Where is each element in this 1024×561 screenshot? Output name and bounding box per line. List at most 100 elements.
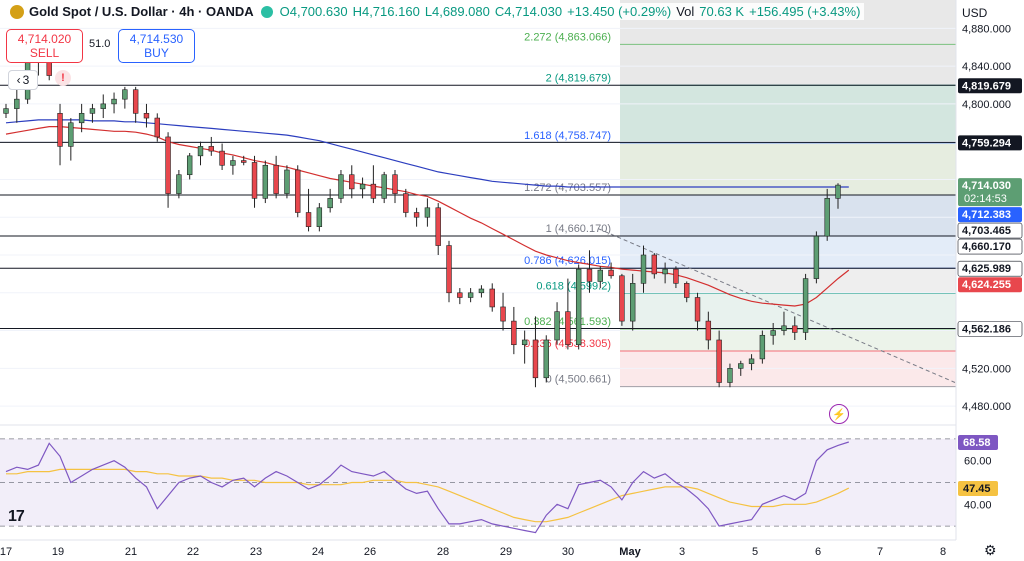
candle-body xyxy=(57,113,63,147)
rsi-label: 68.58 xyxy=(963,437,991,449)
time-tick: 23 xyxy=(250,546,262,558)
candle-body xyxy=(186,155,193,176)
price-label: 4,703.465 xyxy=(962,225,1011,237)
buy-price: 4,714.530 xyxy=(129,32,184,46)
time-tick: 17 xyxy=(0,546,12,558)
candle-body xyxy=(532,339,539,379)
eye-icon[interactable] xyxy=(260,5,273,18)
rsi-line xyxy=(5,441,849,534)
time-tick: May xyxy=(619,546,641,558)
candle-body xyxy=(673,268,679,284)
rsi-pane xyxy=(0,424,1024,534)
time-tick: 8 xyxy=(940,546,946,558)
volume-change: +156.495 (+3.43%) xyxy=(749,4,861,19)
fib-label: 0.618 (4,599.2) xyxy=(536,281,611,293)
candle-body xyxy=(305,212,312,227)
candles xyxy=(3,33,841,388)
price-label: 4,759.294 xyxy=(962,137,1012,149)
candle-body xyxy=(716,339,722,383)
candle-body xyxy=(446,245,452,294)
candle-body xyxy=(802,278,809,333)
candle-body xyxy=(457,292,463,298)
time-tick: 22 xyxy=(187,546,199,558)
price-tick: 4,840.000 xyxy=(962,61,1011,73)
price-tick: 4,520.000 xyxy=(962,363,1011,375)
fib-zone xyxy=(620,235,956,269)
price-label-bg xyxy=(958,277,1022,293)
price-axis[interactable]: 4,880.000 4,840.000 4,800.000 4,520.000 4,48… xyxy=(955,0,1024,561)
time-tick: 3 xyxy=(679,546,685,558)
ma-red-line xyxy=(5,125,850,307)
candle-body xyxy=(835,184,841,199)
candle-body xyxy=(316,207,323,227)
alert-icon[interactable]: ! xyxy=(55,70,71,86)
candle-body xyxy=(78,113,85,124)
rsi-ma-line xyxy=(6,468,850,523)
time-axis[interactable]: 17 19 21 22 23 24 26 28 29 30 May 3 5 6 7 8 xyxy=(0,539,956,558)
rsi-label-bg xyxy=(958,481,998,497)
candle-body xyxy=(327,198,333,209)
time-tick: 6 xyxy=(815,546,821,558)
candle-body xyxy=(359,183,366,190)
candle-body xyxy=(684,283,690,298)
fib-label: 1.272 (4,703.557) xyxy=(524,182,611,194)
candle-body xyxy=(511,320,517,346)
candle-body xyxy=(295,169,301,213)
candle-body xyxy=(813,235,820,279)
settings-icon[interactable]: ⚙ xyxy=(984,542,997,558)
candle-body xyxy=(500,306,506,322)
buy-button[interactable]: 4,714.530 BUY xyxy=(118,29,195,63)
candle-body xyxy=(197,146,204,157)
candle-body xyxy=(824,198,830,237)
candle-body xyxy=(781,325,787,331)
price-tick: 4,880.000 xyxy=(962,23,1011,35)
bolt-icon[interactable]: ⚡ xyxy=(829,404,849,424)
buy-label: BUY xyxy=(144,46,169,60)
price-label-bg xyxy=(958,78,1022,94)
fib-label: 0 (4,500.661) xyxy=(546,374,611,386)
symbol-title[interactable]: Gold Spot / U.S. Dollar · 4h · OANDA xyxy=(29,4,254,19)
candle-body xyxy=(489,288,495,308)
candle-body xyxy=(651,254,658,275)
candle-body xyxy=(338,174,344,199)
currency-selector[interactable]: USD xyxy=(962,6,988,20)
price-label-bg xyxy=(958,178,1022,207)
time-tick: 28 xyxy=(437,546,449,558)
price-tick: 4,800.000 xyxy=(962,99,1011,111)
price-tick: 4,480.000 xyxy=(962,401,1011,413)
sell-button[interactable]: 4,714.020 SELL xyxy=(6,29,83,63)
high-value: H4,716.160 xyxy=(352,4,420,19)
candle-body xyxy=(349,174,355,190)
candle-body xyxy=(132,89,139,114)
dashed-trendline xyxy=(597,228,956,383)
candle-body xyxy=(738,363,744,369)
candle-body xyxy=(3,108,9,114)
price-label: 4,562.186 xyxy=(962,323,1011,335)
candle-body xyxy=(565,311,571,346)
candle-body xyxy=(770,330,776,336)
fib-zone xyxy=(620,194,956,236)
indicator-count: 3 xyxy=(22,73,30,87)
time-tick: 26 xyxy=(364,546,376,558)
rsi-label: 47.45 xyxy=(963,483,991,495)
candle-body xyxy=(748,358,755,364)
candle-body xyxy=(467,292,474,298)
fib-label: 1 (4,660.170) xyxy=(546,223,611,235)
candle-body xyxy=(176,174,182,194)
tradingview-logo: 17 xyxy=(8,508,25,525)
candle-body xyxy=(630,283,636,322)
candle-body xyxy=(392,174,398,194)
candle-body xyxy=(381,174,387,199)
candle-body xyxy=(521,339,528,346)
indicators-toggle[interactable]: ‹ 3 xyxy=(8,70,38,90)
candle-body xyxy=(208,146,214,152)
candle-body xyxy=(608,269,614,277)
low-value: L4,689.080 xyxy=(424,4,490,19)
fib-zone xyxy=(620,293,956,330)
candle-body xyxy=(705,320,712,341)
candle-body xyxy=(143,113,150,119)
price-label: 4,819.679 xyxy=(962,80,1011,92)
spread-value: 51.0 xyxy=(89,38,111,50)
volume-label: Vol xyxy=(676,4,695,19)
